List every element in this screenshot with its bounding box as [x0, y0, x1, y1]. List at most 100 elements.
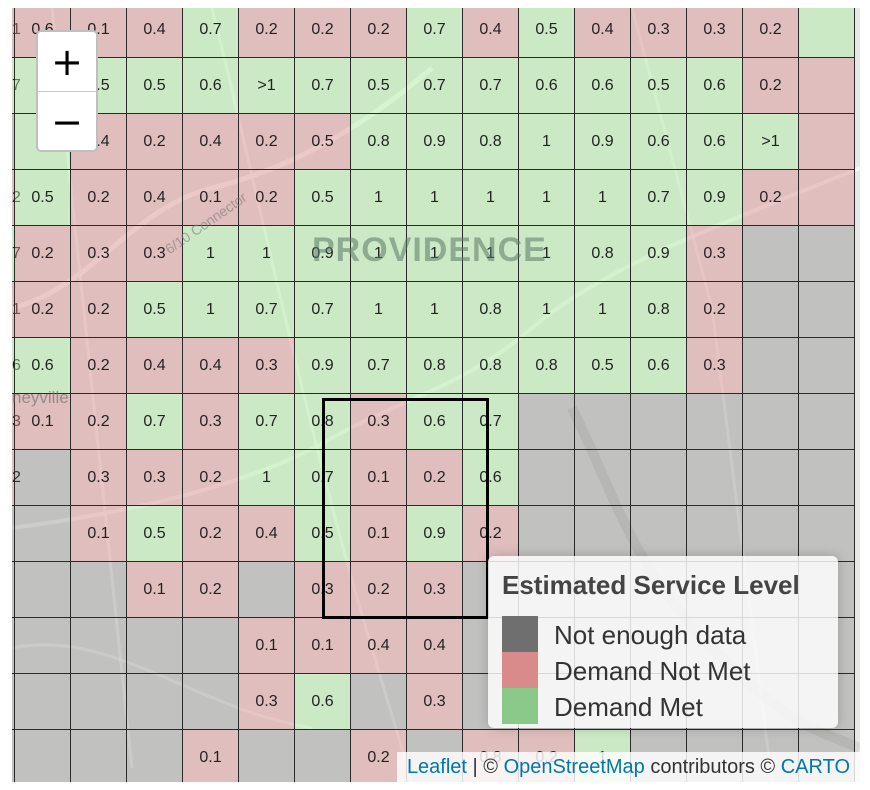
grid-cell[interactable]: 0.8	[463, 338, 519, 394]
grid-cell[interactable]: 1	[575, 170, 631, 226]
grid-cell[interactable]: 0.5	[295, 114, 351, 170]
grid-cell[interactable]: 0.1	[183, 730, 239, 782]
grid-cell[interactable]: 0.6	[687, 114, 743, 170]
grid-cell[interactable]: 0.8	[295, 394, 351, 450]
grid-cell[interactable]: 0.7	[631, 170, 687, 226]
grid-cell[interactable]: 0.7	[463, 394, 519, 450]
grid-cell[interactable]: 0.4	[183, 338, 239, 394]
carto-link[interactable]: CARTO	[780, 756, 850, 778]
grid-cell[interactable]: 0.2	[71, 338, 127, 394]
grid-cell[interactable]: 1	[519, 282, 575, 338]
grid-cell[interactable]: 1	[183, 282, 239, 338]
grid-cell[interactable]: 0.2	[295, 8, 351, 58]
grid-cell[interactable]	[183, 618, 239, 674]
grid-cell[interactable]: 0.2	[15, 226, 71, 282]
grid-cell[interactable]	[799, 226, 855, 282]
grid-cell[interactable]: 0.7	[239, 394, 295, 450]
grid-cell[interactable]	[687, 506, 743, 562]
grid-cell[interactable]: 1	[519, 114, 575, 170]
grid-cell[interactable]: 0.2	[183, 506, 239, 562]
map-viewport[interactable]: 1 0.6 0.1 0.4 0.7 0.2 0.2 0.2 0.7 0.4 0.5 0.4 0.3 0.3…	[12, 8, 860, 782]
openstreetmap-link[interactable]: OpenStreetMap	[503, 756, 645, 778]
grid-cell[interactable]: 0.1	[71, 506, 127, 562]
grid-cell[interactable]	[12, 114, 15, 170]
grid-cell[interactable]: 0.2	[743, 8, 799, 58]
grid-cell[interactable]	[71, 618, 127, 674]
grid-cell[interactable]: 0.2	[743, 58, 799, 114]
grid-cell[interactable]: >1	[239, 58, 295, 114]
grid-cell[interactable]: 0.6	[15, 338, 71, 394]
grid-cell[interactable]: 0.9	[407, 114, 463, 170]
grid-cell[interactable]: 1	[239, 226, 295, 282]
grid-cell[interactable]: 0.9	[295, 226, 351, 282]
grid-cell[interactable]: 0.9	[407, 506, 463, 562]
grid-cell[interactable]: 0.4	[127, 170, 183, 226]
grid-cell[interactable]: 0.3	[407, 562, 463, 618]
grid-cell[interactable]: 0.5	[127, 282, 183, 338]
grid-cell[interactable]	[183, 674, 239, 730]
grid-cell[interactable]	[71, 674, 127, 730]
grid-cell[interactable]: 0.8	[351, 114, 407, 170]
grid-cell[interactable]	[127, 618, 183, 674]
grid-cell[interactable]	[799, 114, 855, 170]
grid-cell[interactable]: 0.2	[351, 562, 407, 618]
grid-cell[interactable]: 0.6	[687, 58, 743, 114]
grid-cell[interactable]	[743, 282, 799, 338]
grid-cell[interactable]	[295, 730, 351, 782]
grid-cell[interactable]: 0.7	[295, 58, 351, 114]
grid-cell[interactable]	[71, 562, 127, 618]
grid-cell[interactable]: 0.5	[575, 338, 631, 394]
grid-cell[interactable]: 0.2	[183, 450, 239, 506]
grid-cell[interactable]: 0.2	[463, 506, 519, 562]
grid-cell[interactable]	[575, 450, 631, 506]
grid-cell[interactable]	[12, 730, 15, 782]
grid-cell[interactable]	[799, 58, 855, 114]
grid-cell[interactable]: 0.6	[463, 450, 519, 506]
grid-cell[interactable]	[15, 618, 71, 674]
grid-cell[interactable]: 0.3	[687, 226, 743, 282]
grid-cell[interactable]: 0.5	[127, 506, 183, 562]
grid-cell[interactable]: 0.6	[519, 58, 575, 114]
grid-cell[interactable]: 0.6	[575, 58, 631, 114]
grid-cell[interactable]: 0.3	[239, 674, 295, 730]
grid-cell[interactable]: 0.1	[127, 562, 183, 618]
grid-cell[interactable]: 1	[239, 450, 295, 506]
grid-cell[interactable]: 0.1	[295, 618, 351, 674]
grid-cell[interactable]: 0.3	[127, 226, 183, 282]
grid-cell[interactable]	[743, 226, 799, 282]
grid-cell[interactable]	[239, 562, 295, 618]
grid-cell[interactable]: 0.9	[687, 170, 743, 226]
grid-cell[interactable]	[743, 506, 799, 562]
grid-cell[interactable]: 0.3	[239, 338, 295, 394]
grid-cell[interactable]: 0.8	[631, 282, 687, 338]
grid-cell[interactable]	[15, 506, 71, 562]
grid-cell[interactable]: 0.9	[631, 226, 687, 282]
grid-cell[interactable]: 0.3	[183, 394, 239, 450]
grid-cell[interactable]: 0.7	[239, 282, 295, 338]
grid-cell[interactable]: 0.3	[71, 226, 127, 282]
grid-cell[interactable]: 0.7	[407, 58, 463, 114]
grid-cell[interactable]: 1	[519, 226, 575, 282]
grid-cell[interactable]: 0.4	[407, 618, 463, 674]
grid-cell[interactable]: 0.8	[575, 226, 631, 282]
grid-cell[interactable]	[127, 730, 183, 782]
grid-cell[interactable]: 0.5	[295, 170, 351, 226]
grid-cell[interactable]: 0.1	[183, 170, 239, 226]
grid-cell[interactable]: 0.2	[743, 170, 799, 226]
grid-cell[interactable]: 0.8	[519, 338, 575, 394]
grid-cell[interactable]	[799, 450, 855, 506]
grid-cell[interactable]: 0.7	[127, 394, 183, 450]
grid-cell[interactable]: 0.8	[463, 282, 519, 338]
grid-cell[interactable]: 0.6	[295, 674, 351, 730]
grid-cell[interactable]: 0.7	[295, 282, 351, 338]
grid-cell[interactable]: 0.4	[463, 8, 519, 58]
grid-cell[interactable]: 0.2	[239, 8, 295, 58]
grid-cell[interactable]	[15, 674, 71, 730]
grid-cell[interactable]: 0.2	[687, 282, 743, 338]
grid-cell[interactable]: 0.3	[687, 8, 743, 58]
grid-cell[interactable]: 0.3	[71, 450, 127, 506]
grid-cell[interactable]: 0.3	[687, 338, 743, 394]
grid-cell[interactable]: 0.6	[183, 58, 239, 114]
grid-cell[interactable]	[799, 394, 855, 450]
grid-cell[interactable]: 0.3	[407, 674, 463, 730]
